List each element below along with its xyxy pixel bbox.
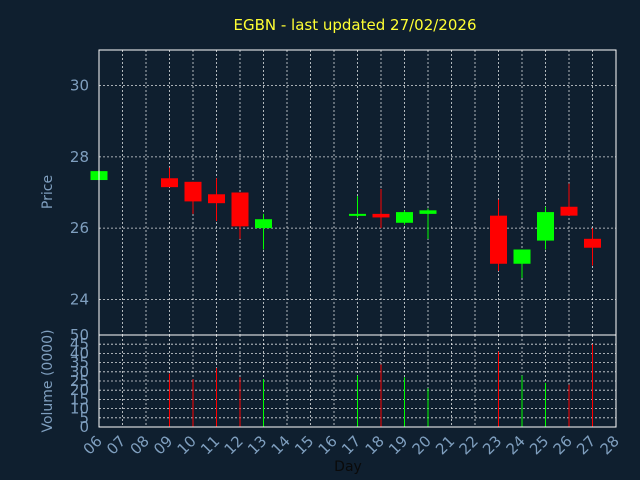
volume-tick-label: 15 (70, 390, 89, 408)
price-panel: 24 26 28 30 (70, 49, 617, 336)
candle-body (255, 219, 272, 229)
price-tick-label: 24 (70, 290, 89, 308)
x-tick-label: 15 (291, 432, 317, 458)
candle-body (513, 249, 531, 264)
x-tick-label: 22 (456, 432, 482, 458)
x-tick-label: 20 (409, 432, 435, 458)
x-tick-label: 19 (385, 432, 411, 458)
x-tick-label: 12 (221, 432, 247, 458)
price-panel-frame (98, 49, 617, 336)
x-tick-label: 25 (526, 432, 552, 458)
volume-tick-label: 0 (79, 418, 89, 436)
x-axis-label: Day (334, 459, 362, 475)
candle-body (560, 206, 578, 216)
x-tick-label: 09 (150, 432, 176, 458)
candle-body (490, 215, 507, 264)
x-tick-label: 11 (197, 432, 223, 458)
candle-body (208, 194, 225, 204)
volume-tick-label: 30 (70, 363, 89, 381)
x-tick-label: 06 (80, 432, 106, 458)
volume-tick-label: 5 (79, 409, 89, 427)
candle-body (372, 213, 390, 218)
candle-body (537, 212, 554, 241)
price-tick-label: 30 (70, 77, 89, 95)
volume-tick-label: 25 (70, 372, 89, 390)
volume-panel-frame (98, 334, 617, 428)
price-tick-label: 28 (70, 148, 89, 166)
volume-tick-label: 50 (70, 326, 89, 344)
x-tick-label: 18 (362, 432, 388, 458)
x-tick-label: 14 (268, 432, 294, 458)
candle-body (396, 212, 413, 223)
volume-tick-label: 40 (70, 344, 89, 362)
price-tick-label: 26 (70, 219, 89, 237)
x-tick-label: 27 (573, 432, 599, 458)
x-tick-label: 07 (103, 432, 129, 458)
x-tick-label: 24 (503, 432, 529, 458)
volume-tick-label: 20 (70, 381, 89, 399)
volume-axis-label: Volume (0000) (40, 329, 56, 432)
chart-title: EGBN - last updated 27/02/2026 (234, 16, 477, 34)
candle-body (584, 238, 601, 248)
candle-body (231, 192, 249, 227)
x-tick-label: 28 (597, 432, 623, 458)
x-tick-label: 17 (338, 432, 364, 458)
candle-body (419, 210, 437, 214)
x-tick-label: 10 (174, 432, 200, 458)
volume-tick-label: 10 (70, 400, 89, 418)
x-tick-label: 21 (432, 432, 458, 458)
x-tick-label: 26 (550, 432, 576, 458)
volume-tick-label: 45 (70, 335, 89, 353)
x-tick-label: 23 (479, 432, 505, 458)
x-tick-label: 13 (244, 432, 270, 458)
candle-body (184, 181, 202, 202)
price-axis-label: Price (40, 175, 56, 209)
x-axis: 0607080910111213141516171819202122232425… (80, 432, 623, 458)
candle-body (161, 178, 178, 188)
x-tick-label: 08 (127, 432, 153, 458)
candle-body (349, 213, 366, 216)
volume-tick-label: 35 (70, 354, 89, 372)
x-tick-label: 16 (315, 432, 341, 458)
